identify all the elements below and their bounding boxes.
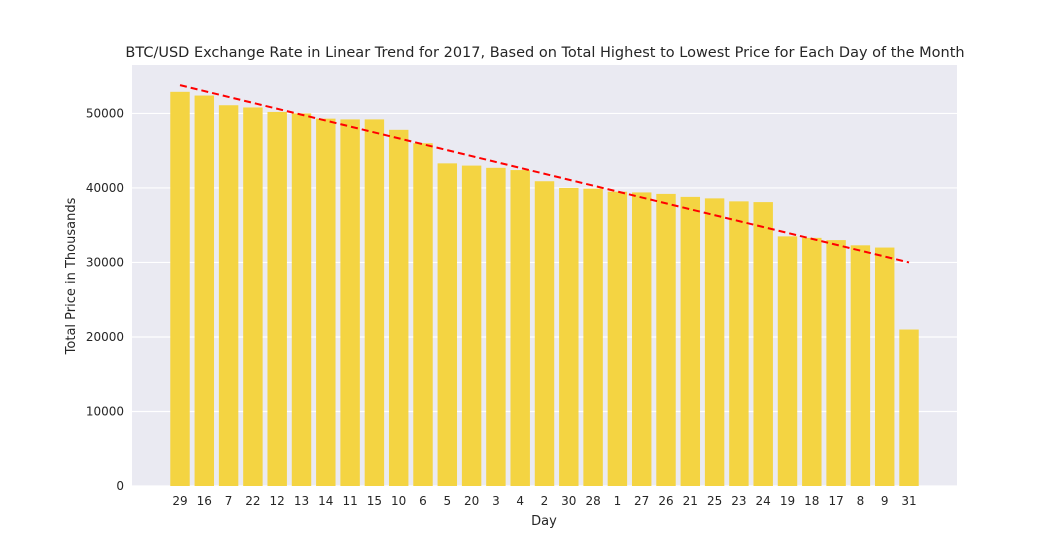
x-tick-label: 14 [318, 494, 333, 508]
x-tick-label: 25 [707, 494, 722, 508]
y-tick-label: 20000 [86, 330, 124, 344]
x-tick-label: 7 [225, 494, 233, 508]
x-tick-label: 29 [172, 494, 187, 508]
x-tick-label: 3 [492, 494, 500, 508]
bar-day-27 [631, 192, 652, 486]
bar-day-12 [267, 111, 287, 486]
x-tick-label: 18 [804, 494, 819, 508]
bar-day-14 [316, 118, 336, 486]
x-tick-label: 21 [683, 494, 698, 508]
y-tick-label: 0 [116, 479, 124, 493]
x-tick-label: 30 [561, 494, 576, 508]
x-tick-label: 24 [756, 494, 771, 508]
x-tick-label: 8 [857, 494, 865, 508]
x-tick-label: 10 [391, 494, 406, 508]
bar-day-28 [583, 188, 603, 487]
bar-day-20 [461, 165, 482, 486]
x-tick-label: 6 [419, 494, 427, 508]
x-tick-label: 17 [828, 494, 843, 508]
bar-day-17 [826, 240, 846, 486]
x-tick-label: 27 [634, 494, 649, 508]
bars [170, 91, 919, 487]
bar-day-2 [534, 181, 555, 486]
x-tick-label: 2 [541, 494, 549, 508]
bar-day-9 [874, 247, 895, 486]
bar-day-19 [777, 236, 798, 486]
y-tick-label: 10000 [86, 404, 124, 418]
bar-day-10 [388, 129, 409, 487]
x-tick-label: 22 [245, 494, 260, 508]
trend-line [179, 84, 910, 264]
bar-day-29 [170, 91, 190, 487]
bar-day-3 [486, 167, 506, 487]
bar-day-4 [510, 170, 530, 486]
y-tick-label: 30000 [86, 255, 124, 269]
bar-day-30 [559, 187, 579, 486]
bar-day-7 [218, 105, 239, 486]
trend-line-group [179, 84, 910, 264]
bar-day-26 [656, 193, 676, 486]
x-tick-label: 26 [658, 494, 673, 508]
bar-day-21 [680, 196, 701, 486]
x-tick-label: 20 [464, 494, 479, 508]
x-tick-label: 15 [367, 494, 382, 508]
y-tick-label: 40000 [86, 181, 124, 195]
x-tick-label: 11 [342, 494, 357, 508]
x-tick-label: 16 [197, 494, 212, 508]
x-tick-label: 13 [294, 494, 309, 508]
bar-day-11 [340, 119, 360, 487]
x-axis-label: Day [531, 514, 557, 529]
x-tick-label: 12 [270, 494, 285, 508]
bar-day-24 [753, 202, 773, 486]
bar-day-25 [704, 198, 725, 486]
bar-day-13 [291, 113, 312, 487]
x-tick-label: 4 [516, 494, 524, 508]
bar-day-8 [850, 245, 871, 486]
bar-day-15 [364, 119, 385, 487]
x-tick-labels: 29 16 7 22 12 13 14 11 15 10 6 5 20 3 4 2 30 28 1 27 26 21 25 2… [172, 494, 916, 508]
bar-day-22 [243, 107, 263, 486]
bar-day-23 [729, 201, 749, 486]
x-tick-label: 31 [901, 494, 916, 508]
x-tick-label: 23 [731, 494, 746, 508]
y-tick-label: 50000 [86, 106, 124, 120]
x-tick-label: 1 [614, 494, 622, 508]
bar-day-16 [194, 95, 215, 486]
x-tick-label: 28 [585, 494, 600, 508]
chart-title: BTC/USD Exchange Rate in Linear Trend fo… [125, 45, 964, 61]
bar-day-18 [802, 237, 822, 486]
x-tick-label: 9 [881, 494, 889, 508]
bar-day-31 [899, 329, 919, 486]
y-tick-labels: 0 10000 20000 30000 40000 50000 [86, 106, 124, 493]
x-tick-label: 19 [780, 494, 795, 508]
bar-day-6 [413, 143, 433, 486]
bar-day-5 [437, 163, 458, 486]
y-axis-label: Total Price in Thousands [64, 197, 79, 355]
bar-day-1 [607, 191, 628, 487]
x-tick-label: 5 [443, 494, 451, 508]
